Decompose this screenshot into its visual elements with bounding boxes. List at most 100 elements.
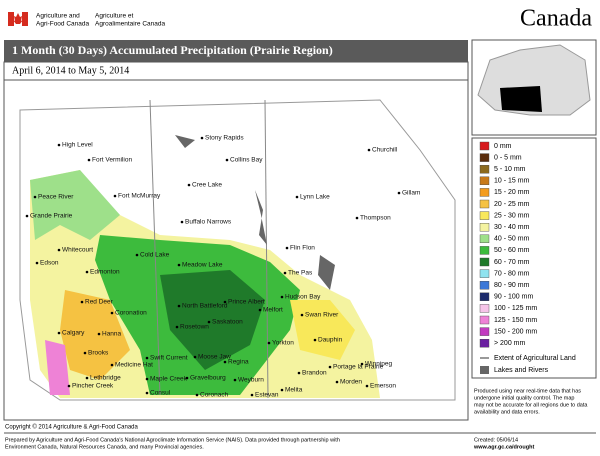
- city-label: Dauphin: [318, 337, 343, 344]
- city-label: Swan River: [305, 312, 339, 319]
- prepared: Prepared by Agriculture and Agri-Food Ca…: [5, 437, 340, 443]
- city-label: Swift Current: [150, 355, 188, 362]
- legend-label: 70 - 80 mm: [494, 270, 530, 277]
- title: 1 Month (30 Days) Accumulated Precipitat…: [12, 43, 333, 57]
- city-label: Thompson: [360, 215, 391, 222]
- legend-label: 15 - 20 mm: [494, 189, 530, 196]
- city-label: Collins Bay: [230, 157, 263, 164]
- legend-label: 0 - 5 mm: [494, 154, 522, 161]
- city-label: North Battleford: [182, 303, 228, 310]
- agency-en: Agriculture and: [36, 13, 80, 20]
- city-marker: [223, 360, 227, 364]
- city-label: Gravelbourg: [190, 375, 226, 382]
- city-label: Gillam: [402, 190, 420, 197]
- agency-fr: Agriculture et: [95, 13, 133, 20]
- city-marker: [258, 308, 262, 312]
- legend-label: 20 - 25 mm: [494, 201, 530, 208]
- city-marker: [195, 393, 199, 397]
- city-marker: [175, 325, 179, 329]
- title-bar: [4, 40, 468, 62]
- city-label: Emerson: [370, 383, 396, 390]
- city-marker: [295, 195, 299, 199]
- city-label: Rosetown: [180, 324, 209, 331]
- city-marker: [145, 391, 149, 395]
- city-label: Morden: [340, 379, 362, 386]
- legend-swatch: [479, 211, 490, 220]
- city-label: High Level: [62, 142, 93, 149]
- city-label: Edmonton: [90, 269, 120, 276]
- flag-bar: [22, 12, 28, 26]
- city-marker: [355, 216, 359, 220]
- legend-label: 90 - 100 mm: [494, 294, 533, 301]
- city-marker: [87, 158, 91, 162]
- legend-label: 5 - 10 mm: [494, 166, 526, 173]
- city-label: Buffalo Narrows: [185, 219, 232, 226]
- legend-swatch: [479, 269, 490, 278]
- city-label: Hudson Bay: [285, 294, 321, 301]
- legend-swatch: [479, 153, 490, 162]
- city-marker: [97, 332, 101, 336]
- city-label: Lethbridge: [90, 375, 121, 382]
- city-marker: [233, 378, 237, 382]
- city-label: Cree Lake: [192, 182, 222, 189]
- legend-label: 60 - 70 mm: [494, 259, 530, 266]
- legend-swatch: [479, 292, 490, 301]
- city-label: Brandon: [302, 370, 327, 377]
- city-label: The Pas: [288, 270, 313, 277]
- legend-label: 0 mm: [494, 143, 512, 150]
- city-marker: [285, 246, 289, 250]
- url: www.agr.gc.ca/drought: [473, 444, 534, 450]
- city-label: Hanna: [102, 331, 122, 338]
- city-label: Peace River: [38, 194, 74, 201]
- note: may not be accurate for all regions due …: [474, 402, 588, 408]
- note: availability and data errors.: [474, 409, 540, 415]
- legend-label: 25 - 30 mm: [494, 212, 530, 219]
- legend-swatch: [479, 234, 490, 244]
- legend-label: 125 - 150 mm: [494, 317, 537, 324]
- legend-swatch: [479, 188, 490, 197]
- legend-swatch: [479, 222, 490, 232]
- city-label: Pincher Creek: [72, 383, 114, 390]
- legend-label: 80 - 90 mm: [494, 282, 530, 289]
- precip-area: [45, 340, 70, 395]
- precip-area: [160, 270, 265, 370]
- city-marker: [225, 158, 229, 162]
- city-label: Coronach: [200, 392, 229, 399]
- city-marker: [200, 136, 204, 140]
- city-marker: [180, 220, 184, 224]
- city-marker: [177, 304, 181, 308]
- inset-prairies: [500, 86, 542, 112]
- legend-label: 100 - 125 mm: [494, 305, 537, 312]
- city-label: Cold Lake: [140, 252, 170, 259]
- legend-swatch: [479, 164, 490, 174]
- agency-fr: Agroalimentaire Canada: [95, 21, 165, 28]
- city-marker: [313, 338, 317, 342]
- legend-swatch: [479, 257, 490, 267]
- city-marker: [110, 311, 114, 315]
- city-marker: [267, 341, 271, 345]
- city-marker: [297, 371, 301, 375]
- city-marker: [57, 331, 61, 335]
- city-marker: [67, 384, 71, 388]
- city-marker: [335, 380, 339, 384]
- city-marker: [57, 143, 61, 147]
- city-marker: [283, 271, 287, 275]
- legend-swatch: [479, 176, 490, 186]
- city-marker: [280, 388, 284, 392]
- legend-label: 150 - 200 mm: [494, 328, 537, 335]
- flag-bar: [8, 12, 14, 26]
- city-marker: [113, 194, 117, 198]
- city-label: Stony Rapids: [205, 135, 244, 142]
- legend-label: Extent of Agricultural Land: [494, 355, 576, 362]
- city-label: Flin Flon: [290, 245, 315, 252]
- legend-frame: [471, 137, 597, 379]
- legend-label: Lakes and Rivers: [494, 367, 549, 374]
- legend-swatch: [479, 327, 490, 336]
- date-range: April 6, 2014 to May 5, 2014: [12, 65, 129, 76]
- city-marker: [35, 261, 39, 265]
- city-marker: [365, 384, 369, 388]
- city-label: Churchill: [372, 147, 398, 154]
- legend-label: > 200 mm: [494, 340, 525, 347]
